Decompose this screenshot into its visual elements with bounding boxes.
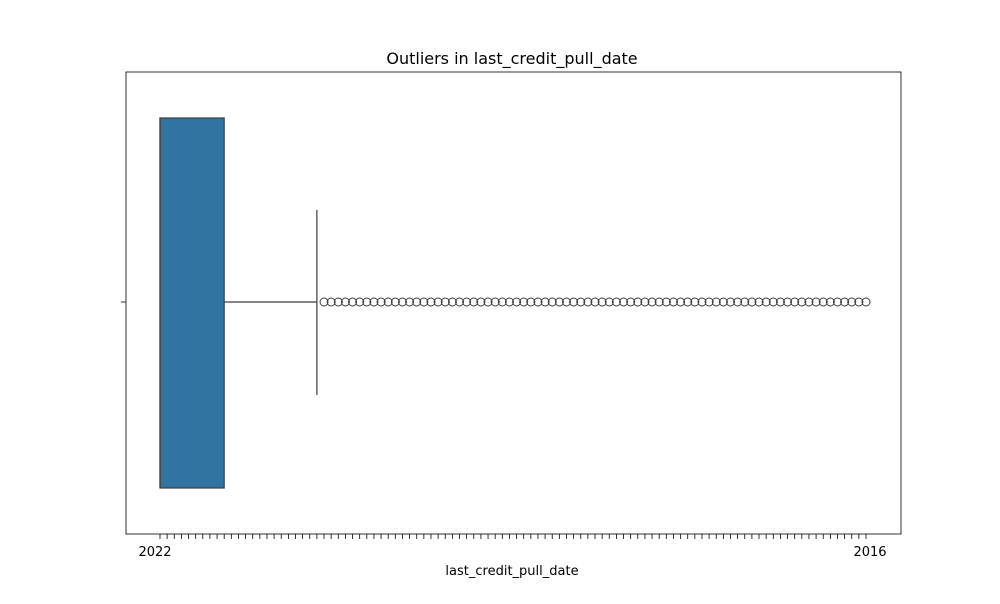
outlier-point bbox=[340, 297, 350, 307]
outlier-point bbox=[433, 297, 443, 307]
outlier-point bbox=[405, 297, 415, 307]
outlier-point bbox=[597, 297, 607, 307]
outlier-point bbox=[683, 297, 693, 307]
outlier-point bbox=[847, 297, 857, 307]
outlier-point bbox=[604, 297, 614, 307]
iqr-box bbox=[159, 117, 225, 489]
outlier-point bbox=[861, 297, 871, 307]
outlier-point bbox=[611, 297, 621, 307]
outlier-point bbox=[726, 297, 736, 307]
outlier-point bbox=[619, 297, 629, 307]
outlier-point bbox=[854, 297, 864, 307]
outlier-point bbox=[818, 297, 828, 307]
outlier-point bbox=[590, 297, 600, 307]
outlier-point bbox=[383, 297, 393, 307]
chart-title: Outliers in last_credit_pull_date bbox=[386, 49, 637, 69]
outlier-point bbox=[654, 297, 664, 307]
outlier-point bbox=[469, 297, 479, 307]
x-ticks bbox=[159, 534, 867, 539]
x-tick-label-first: 2022 bbox=[138, 545, 171, 560]
outlier-point bbox=[447, 297, 457, 307]
outlier-point bbox=[754, 297, 764, 307]
outlier-point bbox=[790, 297, 800, 307]
outlier-point bbox=[376, 297, 386, 307]
outlier-point bbox=[390, 297, 400, 307]
outlier-point bbox=[462, 297, 472, 307]
outlier-point bbox=[426, 297, 436, 307]
outlier-point bbox=[690, 297, 700, 307]
outlier-point bbox=[355, 297, 365, 307]
outlier-point bbox=[547, 297, 557, 307]
outlier-point bbox=[775, 297, 785, 307]
outlier-point bbox=[711, 297, 721, 307]
outlier-point bbox=[326, 297, 336, 307]
outlier-point bbox=[583, 297, 593, 307]
outlier-point bbox=[576, 297, 586, 307]
outlier-point bbox=[504, 297, 514, 307]
outlier-point bbox=[825, 297, 835, 307]
outlier-point bbox=[533, 297, 543, 307]
outlier-point bbox=[626, 297, 636, 307]
x-axis-label: last_credit_pull_date bbox=[445, 564, 578, 579]
outlier-point bbox=[554, 297, 564, 307]
outlier-point bbox=[348, 297, 358, 307]
x-tick-label-last: 2016 bbox=[853, 545, 886, 560]
outlier-point bbox=[512, 297, 522, 307]
outlier-point bbox=[412, 297, 422, 307]
outlier-point bbox=[832, 297, 842, 307]
outlier-point bbox=[783, 297, 793, 307]
outlier-point bbox=[561, 297, 571, 307]
outlier-point bbox=[768, 297, 778, 307]
outlier-point bbox=[640, 297, 650, 307]
outlier-point bbox=[526, 297, 536, 307]
outlier-point bbox=[519, 297, 529, 307]
outlier-point bbox=[747, 297, 757, 307]
outlier-point bbox=[740, 297, 750, 307]
outlier-points bbox=[319, 297, 871, 307]
outlier-point bbox=[697, 297, 707, 307]
outlier-point bbox=[490, 297, 500, 307]
outlier-point bbox=[483, 297, 493, 307]
outlier-point bbox=[704, 297, 714, 307]
outlier-point bbox=[647, 297, 657, 307]
outlier-point bbox=[333, 297, 343, 307]
outlier-point bbox=[718, 297, 728, 307]
outlier-point bbox=[540, 297, 550, 307]
outlier-point bbox=[419, 297, 429, 307]
outlier-point bbox=[811, 297, 821, 307]
outlier-point bbox=[633, 297, 643, 307]
outlier-point bbox=[455, 297, 465, 307]
plot-area-frame bbox=[125, 71, 902, 535]
box-group bbox=[159, 117, 318, 489]
outlier-point bbox=[661, 297, 671, 307]
outlier-point bbox=[804, 297, 814, 307]
outlier-point bbox=[668, 297, 678, 307]
outlier-point bbox=[476, 297, 486, 307]
outlier-point bbox=[362, 297, 372, 307]
outlier-point bbox=[497, 297, 507, 307]
outlier-point bbox=[397, 297, 407, 307]
outlier-point bbox=[761, 297, 771, 307]
outlier-point bbox=[319, 297, 329, 307]
outlier-point bbox=[797, 297, 807, 307]
outlier-point bbox=[369, 297, 379, 307]
outlier-point bbox=[569, 297, 579, 307]
outlier-point bbox=[733, 297, 743, 307]
outlier-point bbox=[440, 297, 450, 307]
outlier-point bbox=[840, 297, 850, 307]
outlier-point bbox=[676, 297, 686, 307]
